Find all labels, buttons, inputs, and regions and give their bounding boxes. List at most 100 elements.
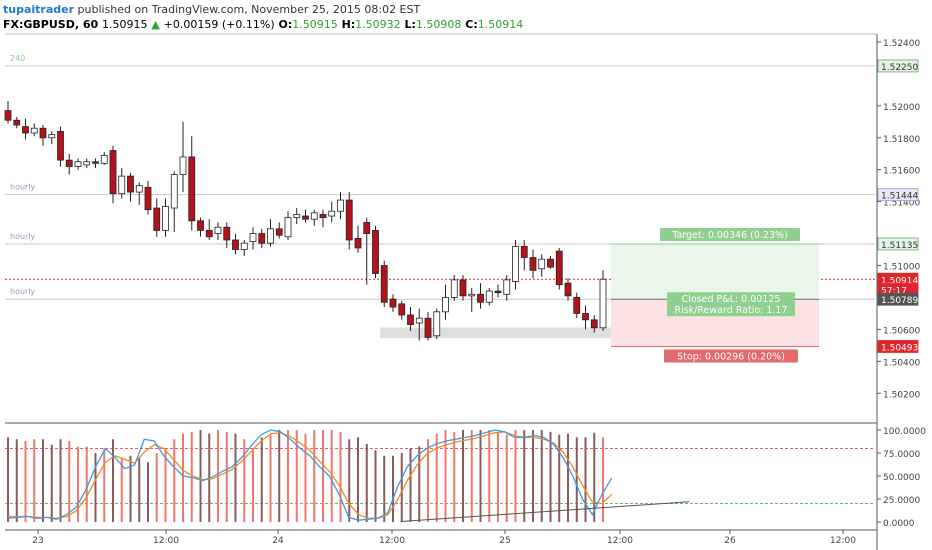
change-arrow-icon: ▲ xyxy=(151,18,160,31)
candle-body xyxy=(310,212,318,220)
rr-label: Risk/Reward Ratio: 1.17 xyxy=(674,305,787,316)
candle-body xyxy=(232,239,239,250)
candle-body xyxy=(599,278,607,329)
candle-body xyxy=(267,228,274,244)
price-tick-label: 1.51800 xyxy=(883,135,920,145)
price-tag: 1.51444 xyxy=(877,188,919,202)
candle-body xyxy=(590,319,598,329)
price-tag: 1.50789 xyxy=(877,292,919,306)
time-tick-label: 24 xyxy=(272,536,284,546)
level-label: hourly xyxy=(10,183,36,192)
candle-body xyxy=(547,258,554,268)
candle-body xyxy=(118,175,126,195)
price-tag-box xyxy=(877,188,919,202)
candle-body xyxy=(162,206,169,231)
candle-body xyxy=(529,257,537,271)
candle-body xyxy=(170,174,178,209)
candle-body xyxy=(582,313,589,321)
candle-body xyxy=(22,126,29,134)
candle-body xyxy=(249,233,257,242)
candle-body xyxy=(564,282,572,297)
candle-body xyxy=(240,242,248,250)
price-tick-label: 1.51400 xyxy=(883,199,920,209)
candle-body xyxy=(275,228,283,236)
time-tick-label: 12:00 xyxy=(379,536,405,546)
price-tag: 1.50493 xyxy=(877,340,919,353)
candle-body xyxy=(520,245,528,258)
candle-body xyxy=(468,293,476,297)
level-label: hourly xyxy=(10,287,36,296)
osc-trendline xyxy=(400,501,690,523)
osc-tick-label: 0.0000 xyxy=(883,519,915,529)
stoch-d-line xyxy=(8,431,613,519)
candle-body xyxy=(389,298,397,308)
target-zone xyxy=(611,243,819,300)
candle-body xyxy=(153,207,161,231)
price-tick-label: 1.51000 xyxy=(883,263,920,273)
candle-body xyxy=(48,134,56,139)
candle-body xyxy=(512,245,519,282)
time-tick-label: 23 xyxy=(32,536,43,546)
symbol-label[interactable]: FX:GBPUSD, 60 xyxy=(3,18,99,31)
stop-label-box xyxy=(664,349,798,363)
candle-body xyxy=(74,161,82,167)
time-tick-label: 12:00 xyxy=(830,536,856,546)
candle-body xyxy=(179,156,187,175)
price-tick-label: 1.50600 xyxy=(883,326,920,336)
time-tick-label: 25 xyxy=(499,536,510,546)
low-label: L: xyxy=(404,18,416,31)
price-tick-label: 1.52000 xyxy=(883,103,920,113)
osc-tick-label: 50.0000 xyxy=(883,473,920,483)
candle-body xyxy=(127,175,134,193)
candle-body xyxy=(328,210,336,217)
candle-body xyxy=(398,303,406,316)
price-tag-text: 1.50789 xyxy=(881,296,918,306)
author-link[interactable]: tupaitrader xyxy=(3,3,75,16)
candle-body xyxy=(30,127,38,134)
high-label: H: xyxy=(341,18,356,31)
candle-body xyxy=(363,222,371,234)
candle-body xyxy=(337,199,344,212)
price-tick-label: 1.50400 xyxy=(883,358,920,368)
price-tag-box xyxy=(877,292,919,306)
osc-tick-label: 75.0000 xyxy=(883,450,920,460)
price-tag-box xyxy=(877,237,919,251)
stop-label: Stop: 0.00296 (0.20%) xyxy=(677,351,785,362)
candle-body xyxy=(214,226,222,234)
candle-body xyxy=(459,279,467,297)
candle-body xyxy=(319,214,327,219)
candle-body xyxy=(293,214,301,219)
price-tag: 1.52250 xyxy=(877,59,918,73)
candle-body xyxy=(354,237,362,249)
candle-body xyxy=(284,217,292,238)
position-labels: Target: 0.00346 (0.23%) Stop: 0.00296 (0.… xyxy=(660,227,800,363)
osc-tick-label: 25.0000 xyxy=(883,496,920,506)
candle-body xyxy=(424,317,432,338)
price-tag-text: 1.51135 xyxy=(881,241,918,251)
candle-body xyxy=(380,265,388,303)
price-tick-label: 1.51600 xyxy=(883,167,920,177)
open-label: O: xyxy=(278,18,293,31)
osc-tick-label: 100.0000 xyxy=(883,427,926,437)
oscillator-pane: 100.0000 75.0000 50.0000 25.0000 0.0000 xyxy=(5,427,926,529)
level-label: 240 xyxy=(10,54,25,63)
candle-body xyxy=(4,110,12,121)
open-value: 1.50915 xyxy=(292,18,338,31)
candle-body xyxy=(573,297,581,314)
candle-body xyxy=(83,161,91,166)
level-label: hourly xyxy=(10,232,36,241)
candle-body xyxy=(503,279,511,295)
candle-body xyxy=(144,186,152,211)
candle-body xyxy=(477,293,484,303)
candle-body xyxy=(109,150,117,195)
published-text: published on TradingView.com, November 2… xyxy=(77,3,421,16)
chart-header: tupaitrader published on TradingView.com… xyxy=(3,0,903,34)
price-tag-text: 1.50914 xyxy=(881,276,918,286)
price-tag-text: 1.50493 xyxy=(881,343,918,353)
candle-body xyxy=(188,156,196,222)
target-label: Target: 0.00346 (0.23%) xyxy=(671,230,788,241)
price-tag: 1.51135 xyxy=(877,237,919,251)
candle-body xyxy=(345,199,353,241)
candle-body xyxy=(538,258,546,270)
